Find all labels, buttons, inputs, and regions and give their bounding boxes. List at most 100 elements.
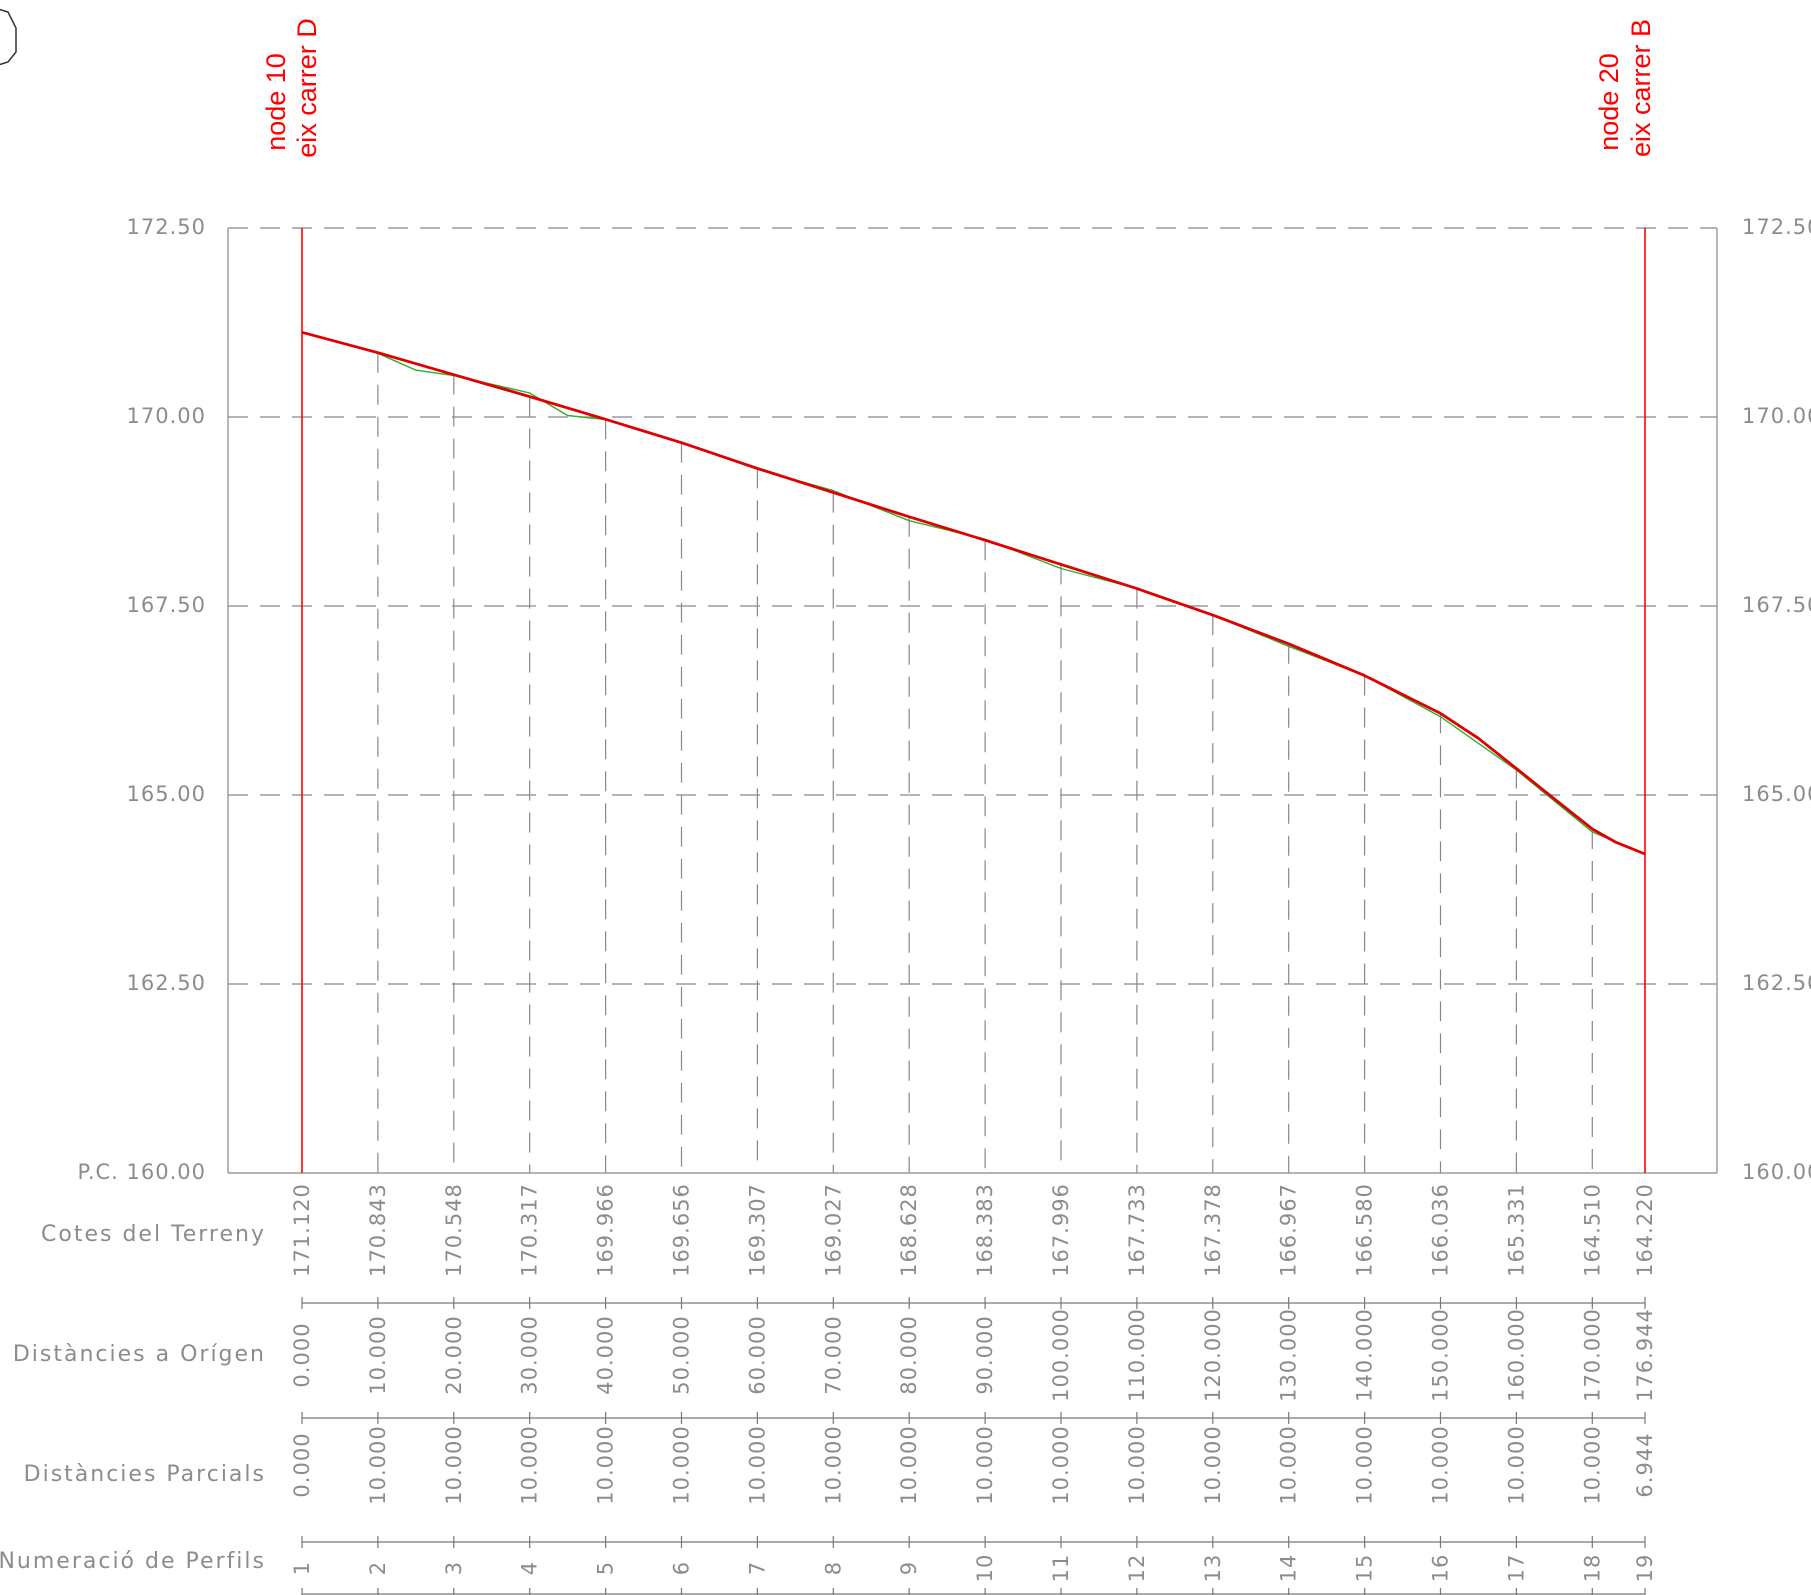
elevation-label-17: 165.331 [1504,1183,1528,1277]
y-label-left-167.50: 167.50 [127,593,206,617]
profile-number-16: 16 [1428,1554,1452,1583]
distance-origin-label-13: 120.000 [1201,1308,1225,1402]
profile-number-4: 4 [518,1561,542,1575]
marker-1-line1: node 10 [261,53,291,151]
profile-number-8: 8 [821,1561,845,1575]
distance-origin-label-17: 160.000 [1504,1308,1528,1402]
profile-number-1: 1 [290,1561,314,1575]
row-label-elevations: Cotes del Terreny [41,1222,266,1247]
distance-partial-label-16: 10.000 [1428,1425,1452,1504]
vertical-grid [377,352,1593,1173]
series-profile-red [301,330,1646,856]
y-label-left-170.00: 170.00 [127,404,206,428]
corner-fragment-shape [0,8,17,66]
elevation-label-16: 166.036 [1428,1183,1452,1277]
profile-number-13: 13 [1201,1554,1225,1583]
distance-origin-label-18: 170.000 [1580,1308,1604,1402]
distance-partial-label-18: 10.000 [1580,1425,1604,1504]
elevation-label-5: 169.966 [594,1183,618,1277]
row-label-profile-numbers: Numeració de Perfils [0,1549,266,1574]
elevation-label-7: 169.307 [745,1183,769,1277]
y-label-left-160.00: P.C. 160.00 [77,1160,206,1184]
profile-number-10: 10 [973,1554,997,1583]
elevation-label-3: 170.548 [442,1183,466,1277]
y-label-left-162.50: 162.50 [127,971,206,995]
distance-partial-label-11: 10.000 [1049,1425,1073,1504]
distance-origin-label-1: 0.000 [290,1322,314,1387]
elevation-label-12: 167.733 [1125,1183,1149,1277]
elevation-label-1: 171.120 [290,1183,314,1277]
distance-partial-label-2: 10.000 [366,1425,390,1504]
elevation-label-6: 169.656 [669,1183,693,1277]
elevation-label-19: 164.220 [1633,1183,1657,1277]
distance-origin-label-3: 20.000 [442,1315,466,1394]
distance-partial-label-12: 10.000 [1125,1425,1149,1504]
distance-partial-label-15: 10.000 [1353,1425,1377,1504]
distance-origin-label-2: 10.000 [366,1315,390,1394]
distance-origin-label-12: 110.000 [1125,1308,1149,1402]
profile-number-9: 9 [897,1561,921,1575]
elevation-label-2: 170.843 [366,1183,390,1277]
elevation-label-10: 168.383 [973,1183,997,1277]
profile-number-3: 3 [442,1561,466,1575]
y-label-right-160.00: 160.00 [1742,1160,1811,1184]
row-label-distances-partial: Distàncies Parcials [24,1462,266,1487]
distance-origin-label-14: 130.000 [1277,1308,1301,1402]
horizontal-grid [228,227,1717,985]
distance-partial-label-5: 10.000 [594,1425,618,1504]
y-axis-left-labels: 172.50 170.00 167.50 165.00 162.50 P.C. 160.0… [77,215,206,1184]
distance-partial-label-9: 10.000 [897,1425,921,1504]
profile-number-7: 7 [745,1561,769,1575]
distance-partial-label-10: 10.000 [973,1425,997,1504]
distance-partial-label-4: 10.000 [518,1425,542,1504]
distance-origin-label-5: 40.000 [594,1315,618,1394]
distance-origin-label-4: 30.000 [518,1315,542,1394]
elevation-label-11: 167.996 [1049,1183,1073,1277]
y-label-left-165.00: 165.00 [127,782,206,806]
distance-origin-label-15: 140.000 [1353,1308,1377,1402]
elevation-label-13: 167.378 [1201,1183,1225,1277]
y-axis-right-labels: 172.50 170.00 167.50 165.00 162.50 160.00 [1742,215,1811,1184]
distance-origin-label-7: 60.000 [745,1315,769,1394]
distance-origin-label-9: 80.000 [897,1315,921,1394]
marker-1-line2: eix carrer D [292,18,322,158]
marker-lines [301,228,1646,1173]
profile-number-15: 15 [1353,1554,1377,1583]
distance-partial-label-3: 10.000 [442,1425,466,1504]
distance-partial-label-1: 0.000 [290,1432,314,1497]
profile-number-2: 2 [366,1561,390,1575]
marker-2-line1: node 20 [1594,53,1624,151]
series-layer [301,330,1646,856]
distance-partial-label-17: 10.000 [1504,1425,1528,1504]
y-label-right-167.50: 167.50 [1742,593,1811,617]
profile-number-12: 12 [1125,1554,1149,1583]
distance-origin-label-8: 70.000 [821,1315,845,1394]
profile-number-5: 5 [594,1561,618,1575]
elevation-label-4: 170.317 [518,1183,542,1277]
profile-number-14: 14 [1277,1554,1301,1583]
profile-number-19: 19 [1633,1554,1657,1583]
profile-number-11: 11 [1049,1554,1073,1583]
y-label-left-172.50: 172.50 [127,215,206,239]
distance-origin-label-19: 176.944 [1633,1308,1657,1402]
y-label-right-165.00: 165.00 [1742,782,1811,806]
distance-partial-label-8: 10.000 [821,1425,845,1504]
elevation-label-18: 164.510 [1580,1183,1604,1277]
distance-partial-label-19: 6.944 [1633,1432,1657,1497]
y-label-right-172.50: 172.50 [1742,215,1811,239]
y-label-right-162.50: 162.50 [1742,971,1811,995]
y-label-right-170.00: 170.00 [1742,404,1811,428]
elevation-label-14: 166.967 [1277,1183,1301,1277]
profile-number-17: 17 [1504,1554,1528,1583]
distance-origin-label-6: 50.000 [669,1315,693,1394]
row-label-distances-origin: Distàncies a Orígen [13,1342,266,1367]
profile-number-6: 6 [669,1561,693,1575]
distance-partial-label-13: 10.000 [1201,1425,1225,1504]
distance-origin-label-10: 90.000 [973,1315,997,1394]
distance-partial-label-6: 10.000 [669,1425,693,1504]
series-terrain-green [301,331,1646,855]
distance-origin-label-11: 100.000 [1049,1308,1073,1402]
data-bands: 171.120 0.000 0.000 1 170.843 10.000 10.000 2 17… [290,1183,1657,1595]
elevation-label-9: 168.628 [897,1183,921,1277]
